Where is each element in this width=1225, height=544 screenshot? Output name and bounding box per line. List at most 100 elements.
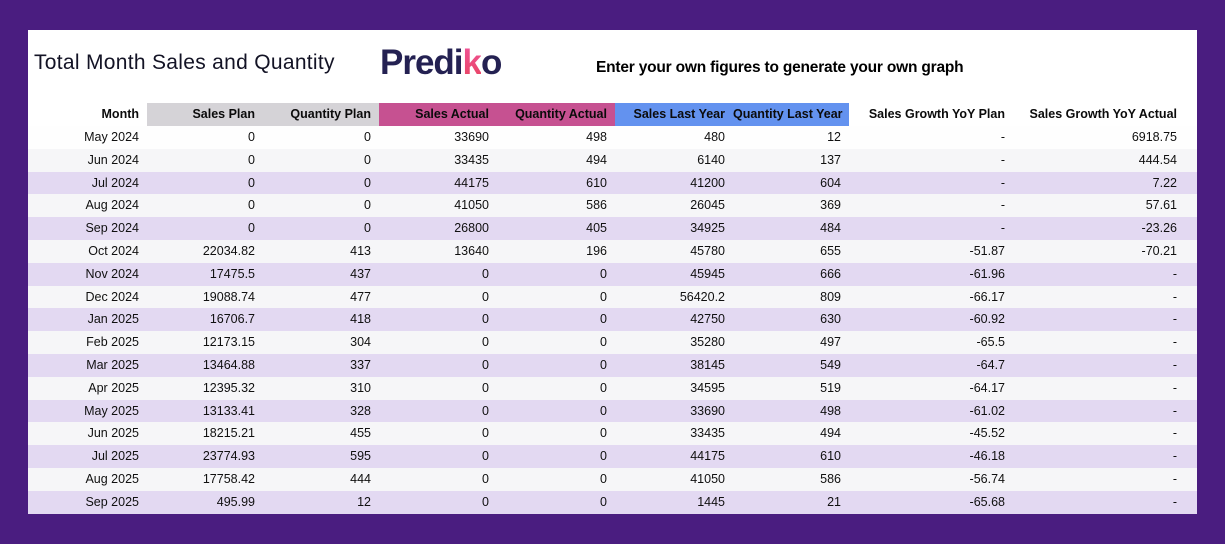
cell-sales-plan[interactable]: 22034.82	[147, 239, 263, 263]
cell-sales-plan[interactable]: 0	[147, 171, 263, 195]
cell-quantity-actual[interactable]: 494	[497, 148, 615, 172]
cell-quantity-last-year[interactable]: 549	[733, 353, 849, 377]
cell-sales-actual[interactable]: 0	[379, 467, 497, 491]
cell-sales-growth-yoy-actual[interactable]: -	[1013, 308, 1197, 332]
cell-sales-actual[interactable]: 13640	[379, 239, 497, 263]
cell-sales-actual[interactable]: 0	[379, 353, 497, 377]
cell-sales-last-year[interactable]: 41050	[615, 467, 733, 491]
cell-sales-growth-yoy-actual[interactable]: 444.54	[1013, 148, 1197, 172]
cell-quantity-last-year[interactable]: 497	[733, 331, 849, 354]
cell-quantity-last-year[interactable]: 610	[733, 445, 849, 468]
cell-quantity-actual[interactable]: 498	[497, 126, 615, 149]
cell-sales-last-year[interactable]: 56420.2	[615, 285, 733, 309]
cell-sales-growth-yoy-plan[interactable]: -61.02	[849, 399, 1013, 423]
cell-sales-actual[interactable]: 26800	[379, 217, 497, 240]
cell-sales-actual[interactable]: 0	[379, 285, 497, 309]
cell-month[interactable]: Jun 2024	[28, 148, 147, 172]
cell-sales-growth-yoy-plan[interactable]: -	[849, 148, 1013, 172]
cell-quantity-last-year[interactable]: 604	[733, 171, 849, 195]
cell-sales-growth-yoy-plan[interactable]: -61.96	[849, 262, 1013, 286]
cell-sales-growth-yoy-plan[interactable]: -64.17	[849, 376, 1013, 400]
cell-month[interactable]: Apr 2025	[28, 376, 147, 400]
cell-sales-growth-yoy-plan[interactable]: -	[849, 217, 1013, 240]
cell-sales-plan[interactable]: 13464.88	[147, 353, 263, 377]
cell-sales-growth-yoy-plan[interactable]: -46.18	[849, 445, 1013, 468]
cell-quantity-actual[interactable]: 405	[497, 217, 615, 240]
cell-quantity-last-year[interactable]: 12	[733, 126, 849, 149]
cell-quantity-plan[interactable]: 0	[263, 171, 379, 195]
cell-sales-last-year[interactable]: 45945	[615, 262, 733, 286]
cell-sales-growth-yoy-plan[interactable]: -51.87	[849, 239, 1013, 263]
cell-sales-growth-yoy-actual[interactable]: -	[1013, 353, 1197, 377]
cell-sales-plan[interactable]: 12173.15	[147, 331, 263, 354]
cell-sales-last-year[interactable]: 45780	[615, 239, 733, 263]
cell-sales-actual[interactable]: 0	[379, 422, 497, 446]
cell-sales-plan[interactable]: 0	[147, 126, 263, 149]
cell-sales-growth-yoy-plan[interactable]: -	[849, 194, 1013, 218]
cell-sales-plan[interactable]: 0	[147, 217, 263, 240]
cell-quantity-last-year[interactable]: 666	[733, 262, 849, 286]
cell-quantity-plan[interactable]: 0	[263, 194, 379, 218]
cell-sales-actual[interactable]: 0	[379, 490, 497, 514]
cell-quantity-actual[interactable]: 0	[497, 467, 615, 491]
cell-sales-last-year[interactable]: 33435	[615, 422, 733, 446]
cell-sales-growth-yoy-plan[interactable]: -	[849, 171, 1013, 195]
cell-quantity-actual[interactable]: 0	[497, 422, 615, 446]
cell-sales-plan[interactable]: 17475.5	[147, 262, 263, 286]
cell-quantity-actual[interactable]: 0	[497, 331, 615, 354]
cell-quantity-actual[interactable]: 0	[497, 376, 615, 400]
cell-sales-actual[interactable]: 41050	[379, 194, 497, 218]
cell-sales-plan[interactable]: 0	[147, 148, 263, 172]
cell-quantity-plan[interactable]: 418	[263, 308, 379, 332]
cell-sales-growth-yoy-actual[interactable]: -	[1013, 331, 1197, 354]
cell-sales-growth-yoy-actual[interactable]: -	[1013, 445, 1197, 468]
cell-month[interactable]: Aug 2024	[28, 194, 147, 218]
cell-sales-plan[interactable]: 12395.32	[147, 376, 263, 400]
cell-sales-actual[interactable]: 44175	[379, 171, 497, 195]
cell-sales-growth-yoy-actual[interactable]: 6918.75	[1013, 126, 1197, 149]
cell-sales-growth-yoy-actual[interactable]: -	[1013, 490, 1197, 514]
cell-quantity-last-year[interactable]: 21	[733, 490, 849, 514]
cell-quantity-last-year[interactable]: 484	[733, 217, 849, 240]
cell-sales-last-year[interactable]: 33690	[615, 399, 733, 423]
cell-quantity-plan[interactable]: 455	[263, 422, 379, 446]
cell-sales-growth-yoy-actual[interactable]: -	[1013, 376, 1197, 400]
cell-quantity-actual[interactable]: 0	[497, 308, 615, 332]
cell-month[interactable]: May 2025	[28, 399, 147, 423]
cell-sales-growth-yoy-actual[interactable]: -23.26	[1013, 217, 1197, 240]
cell-month[interactable]: Jul 2024	[28, 171, 147, 195]
cell-quantity-last-year[interactable]: 809	[733, 285, 849, 309]
cell-sales-actual[interactable]: 33690	[379, 126, 497, 149]
cell-quantity-actual[interactable]: 0	[497, 262, 615, 286]
cell-sales-growth-yoy-actual[interactable]: 7.22	[1013, 171, 1197, 195]
cell-sales-actual[interactable]: 0	[379, 331, 497, 354]
cell-quantity-plan[interactable]: 337	[263, 353, 379, 377]
cell-sales-actual[interactable]: 0	[379, 445, 497, 468]
cell-quantity-plan[interactable]: 444	[263, 467, 379, 491]
cell-sales-growth-yoy-plan[interactable]: -65.68	[849, 490, 1013, 514]
cell-sales-growth-yoy-actual[interactable]: -	[1013, 285, 1197, 309]
cell-quantity-plan[interactable]: 0	[263, 217, 379, 240]
cell-sales-growth-yoy-plan[interactable]: -64.7	[849, 353, 1013, 377]
cell-sales-last-year[interactable]: 35280	[615, 331, 733, 354]
cell-sales-growth-yoy-actual[interactable]: 57.61	[1013, 194, 1197, 218]
cell-sales-plan[interactable]: 17758.42	[147, 467, 263, 491]
cell-month[interactable]: Nov 2024	[28, 262, 147, 286]
cell-quantity-actual[interactable]: 0	[497, 399, 615, 423]
cell-quantity-plan[interactable]: 304	[263, 331, 379, 354]
cell-quantity-plan[interactable]: 413	[263, 239, 379, 263]
cell-month[interactable]: Aug 2025	[28, 467, 147, 491]
cell-sales-plan[interactable]: 19088.74	[147, 285, 263, 309]
cell-sales-last-year[interactable]: 41200	[615, 171, 733, 195]
cell-sales-growth-yoy-plan[interactable]: -65.5	[849, 331, 1013, 354]
cell-sales-plan[interactable]: 16706.7	[147, 308, 263, 332]
cell-sales-growth-yoy-actual[interactable]: -	[1013, 399, 1197, 423]
cell-quantity-actual[interactable]: 0	[497, 445, 615, 468]
cell-quantity-plan[interactable]: 0	[263, 126, 379, 149]
cell-quantity-last-year[interactable]: 630	[733, 308, 849, 332]
cell-sales-growth-yoy-plan[interactable]: -	[849, 126, 1013, 149]
cell-sales-last-year[interactable]: 1445	[615, 490, 733, 514]
cell-sales-growth-yoy-plan[interactable]: -66.17	[849, 285, 1013, 309]
cell-sales-actual[interactable]: 0	[379, 376, 497, 400]
cell-sales-actual[interactable]: 0	[379, 399, 497, 423]
